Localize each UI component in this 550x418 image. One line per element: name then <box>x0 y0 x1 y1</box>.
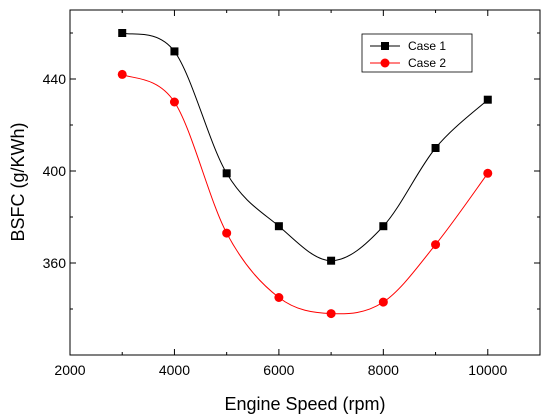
plot-frame <box>69 9 541 356</box>
data-point-case-1 <box>118 29 127 37</box>
legend-box <box>361 33 473 73</box>
x-tick-label: 4000 <box>159 362 190 378</box>
data-point-case-1 <box>274 222 283 231</box>
legend-label-case-2: Case 2 <box>408 56 446 70</box>
data-point-case-2 <box>117 69 127 79</box>
x-axis-title: Engine Speed (rpm) <box>224 394 385 414</box>
x-tick-label: 8000 <box>368 362 399 378</box>
axis-ticks <box>69 10 540 355</box>
data-point-case-2 <box>431 240 441 250</box>
data-point-case-1 <box>379 222 388 231</box>
series-line-case-1 <box>122 32 489 262</box>
legend-marker-case-1 <box>381 42 389 50</box>
legend: Case 1 Case 2 <box>361 33 473 73</box>
y-axis-title: BSFC (g/KWh) <box>8 122 28 241</box>
y-tick-label: 360 <box>43 255 67 271</box>
series-case-1 <box>118 29 492 265</box>
legend-label-case-1: Case 1 <box>408 39 446 53</box>
y-tick-label: 440 <box>43 71 67 87</box>
series-line-case-2 <box>121 73 489 315</box>
x-tick-label: 10000 <box>468 362 507 378</box>
axis-tick-labels: 2000 4000 6000 8000 10000 360 400 440 <box>43 71 508 378</box>
data-point-case-2 <box>274 293 284 302</box>
data-point-case-1 <box>222 169 231 178</box>
x-tick-label: 2000 <box>54 362 85 378</box>
data-point-case-1 <box>483 95 492 104</box>
data-point-case-1 <box>327 256 336 265</box>
series-layer <box>117 29 493 319</box>
series-case-2 <box>117 69 493 319</box>
data-point-case-1 <box>170 47 179 56</box>
data-point-case-2 <box>483 168 493 178</box>
data-point-case-2 <box>326 309 336 319</box>
y-tick-label: 400 <box>43 163 67 179</box>
data-point-case-2 <box>378 297 388 307</box>
legend-marker-case-2 <box>380 58 390 68</box>
data-point-case-2 <box>169 97 179 107</box>
data-point-case-2 <box>222 228 232 238</box>
x-tick-label: 6000 <box>263 362 294 378</box>
data-point-case-1 <box>431 144 440 152</box>
